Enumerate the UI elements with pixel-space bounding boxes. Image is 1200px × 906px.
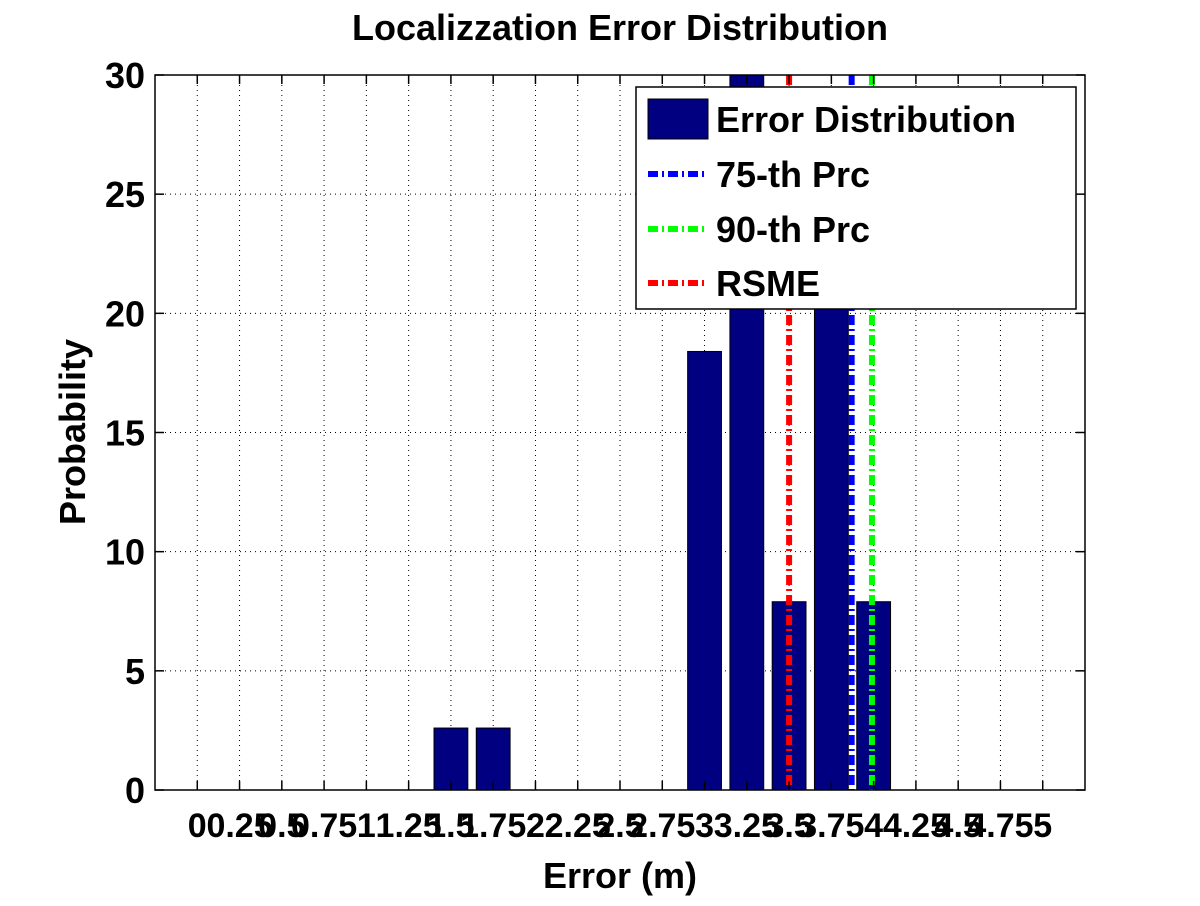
x-tick-label-10: 2.5 — [596, 807, 643, 845]
bar-0 — [433, 727, 469, 790]
legend-box — [635, 86, 1077, 310]
y-tick-label-5: 25 — [105, 174, 145, 215]
y-tick-label-0: 0 — [125, 770, 145, 811]
x-tick-label-2: 0.5 — [258, 807, 305, 845]
x-tick-label-1: 0.25 — [206, 807, 272, 845]
bar-5 — [813, 286, 849, 790]
bar-2 — [687, 350, 722, 790]
legend-swatch-bars — [647, 98, 709, 140]
legend: Error Distribution 75-th Prc 90-th Prc RSME — [635, 86, 1077, 310]
x-tick-label-7: 1.75 — [460, 807, 526, 845]
x-tick-label-16: 4 — [864, 807, 883, 845]
x-tick-label-0: 0 — [188, 807, 207, 845]
y-axis-ticks: 0 5 10 15 20 25 30 — [105, 55, 1085, 811]
x-tick-label-12: 3 — [695, 807, 714, 845]
x-tick-label-18: 4.5 — [935, 807, 982, 845]
y-tick-label-2: 10 — [105, 532, 145, 573]
x-tick-label-17: 4.25 — [883, 807, 949, 845]
legend-label-1: 90-th Prc — [716, 209, 870, 250]
legend-label-0: 75-th Prc — [716, 154, 870, 195]
x-tick-label-14: 3.5 — [765, 807, 812, 845]
reference-lines-group — [786, 75, 875, 790]
y-tick-label-4: 20 — [105, 293, 145, 334]
x-tick-label-6: 1.5 — [427, 807, 474, 845]
y-axis-label: Probability — [52, 339, 93, 525]
bar-1 — [475, 727, 511, 790]
y-tick-label-6: 30 — [105, 55, 145, 96]
chart-title: Localizzation Error Distribution — [352, 7, 888, 48]
x-axis-label: Error (m) — [543, 855, 697, 896]
y-tick-label-3: 15 — [105, 413, 145, 454]
x-tick-label-8: 2 — [526, 807, 545, 845]
x-tick-label-5: 1.25 — [376, 807, 442, 845]
x-tick-label-11: 2.75 — [629, 807, 695, 845]
x-tick-label-15: 3.75 — [798, 807, 864, 845]
y-tick-label-1: 5 — [125, 651, 145, 692]
legend-label-2: RSME — [716, 263, 820, 304]
x-tick-label-3: 0.75 — [291, 807, 357, 845]
x-tick-label-9: 2.25 — [545, 807, 611, 845]
x-axis-ticks: 0 0.250.50.75 1 1.251.51.75 2 2.252.52.75 3 3.2… — [188, 75, 1052, 845]
x-tick-label-13: 3.25 — [714, 807, 780, 845]
x-tick-label-4: 1 — [357, 807, 376, 845]
x-tick-label-19: 4.75 — [967, 807, 1033, 845]
x-tick-label-20: 5 — [1033, 807, 1052, 845]
legend-label-bars: Error Distribution — [716, 99, 1016, 140]
